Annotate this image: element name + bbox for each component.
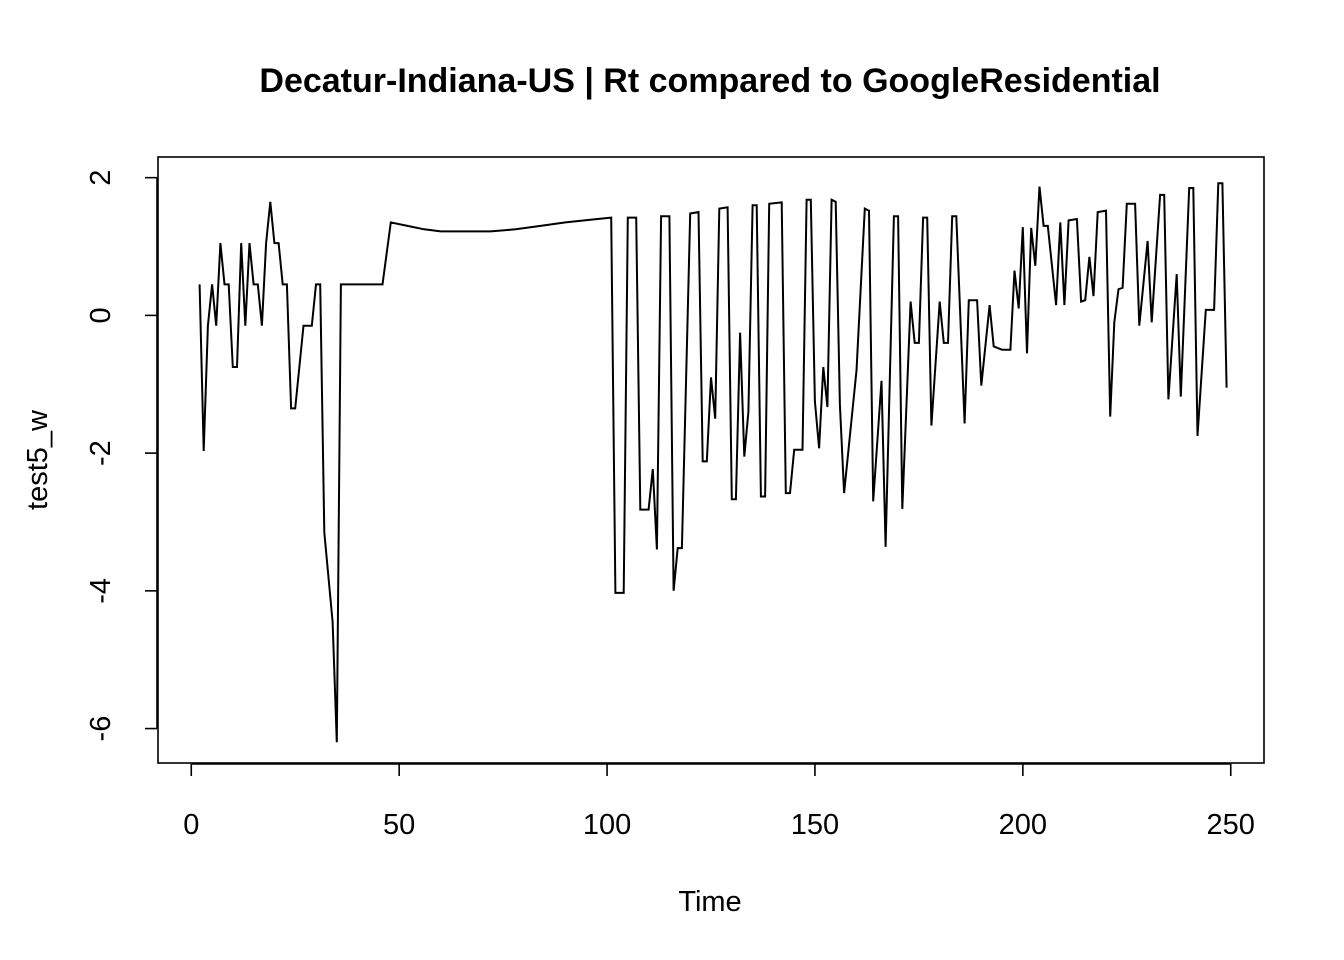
data-series-line bbox=[198, 182, 1228, 743]
x-tick-label: 0 bbox=[183, 809, 199, 841]
y-tick-label: -2 bbox=[85, 440, 117, 466]
y-axis: -6 -4 -2 0 2 bbox=[85, 170, 158, 742]
x-tick-label: 250 bbox=[1207, 809, 1255, 841]
y-tick-label: 0 bbox=[85, 307, 117, 323]
x-tick-label: 100 bbox=[583, 809, 631, 841]
x-tick-label: 50 bbox=[383, 809, 415, 841]
y-tick-label: -4 bbox=[85, 578, 117, 604]
y-axis-label: test5_w bbox=[22, 409, 54, 510]
y-tick-label: 2 bbox=[85, 170, 117, 186]
x-tick-label: 200 bbox=[999, 809, 1047, 841]
x-tick-label: 150 bbox=[791, 809, 839, 841]
plot-frame bbox=[157, 156, 1265, 764]
x-axis: 0 50 100 150 200 250 bbox=[183, 763, 1255, 841]
chart-title: Decatur-Indiana-US | Rt compared to Goog… bbox=[259, 62, 1160, 100]
y-tick-label: -6 bbox=[85, 716, 117, 742]
x-axis-label: Time bbox=[678, 886, 741, 918]
